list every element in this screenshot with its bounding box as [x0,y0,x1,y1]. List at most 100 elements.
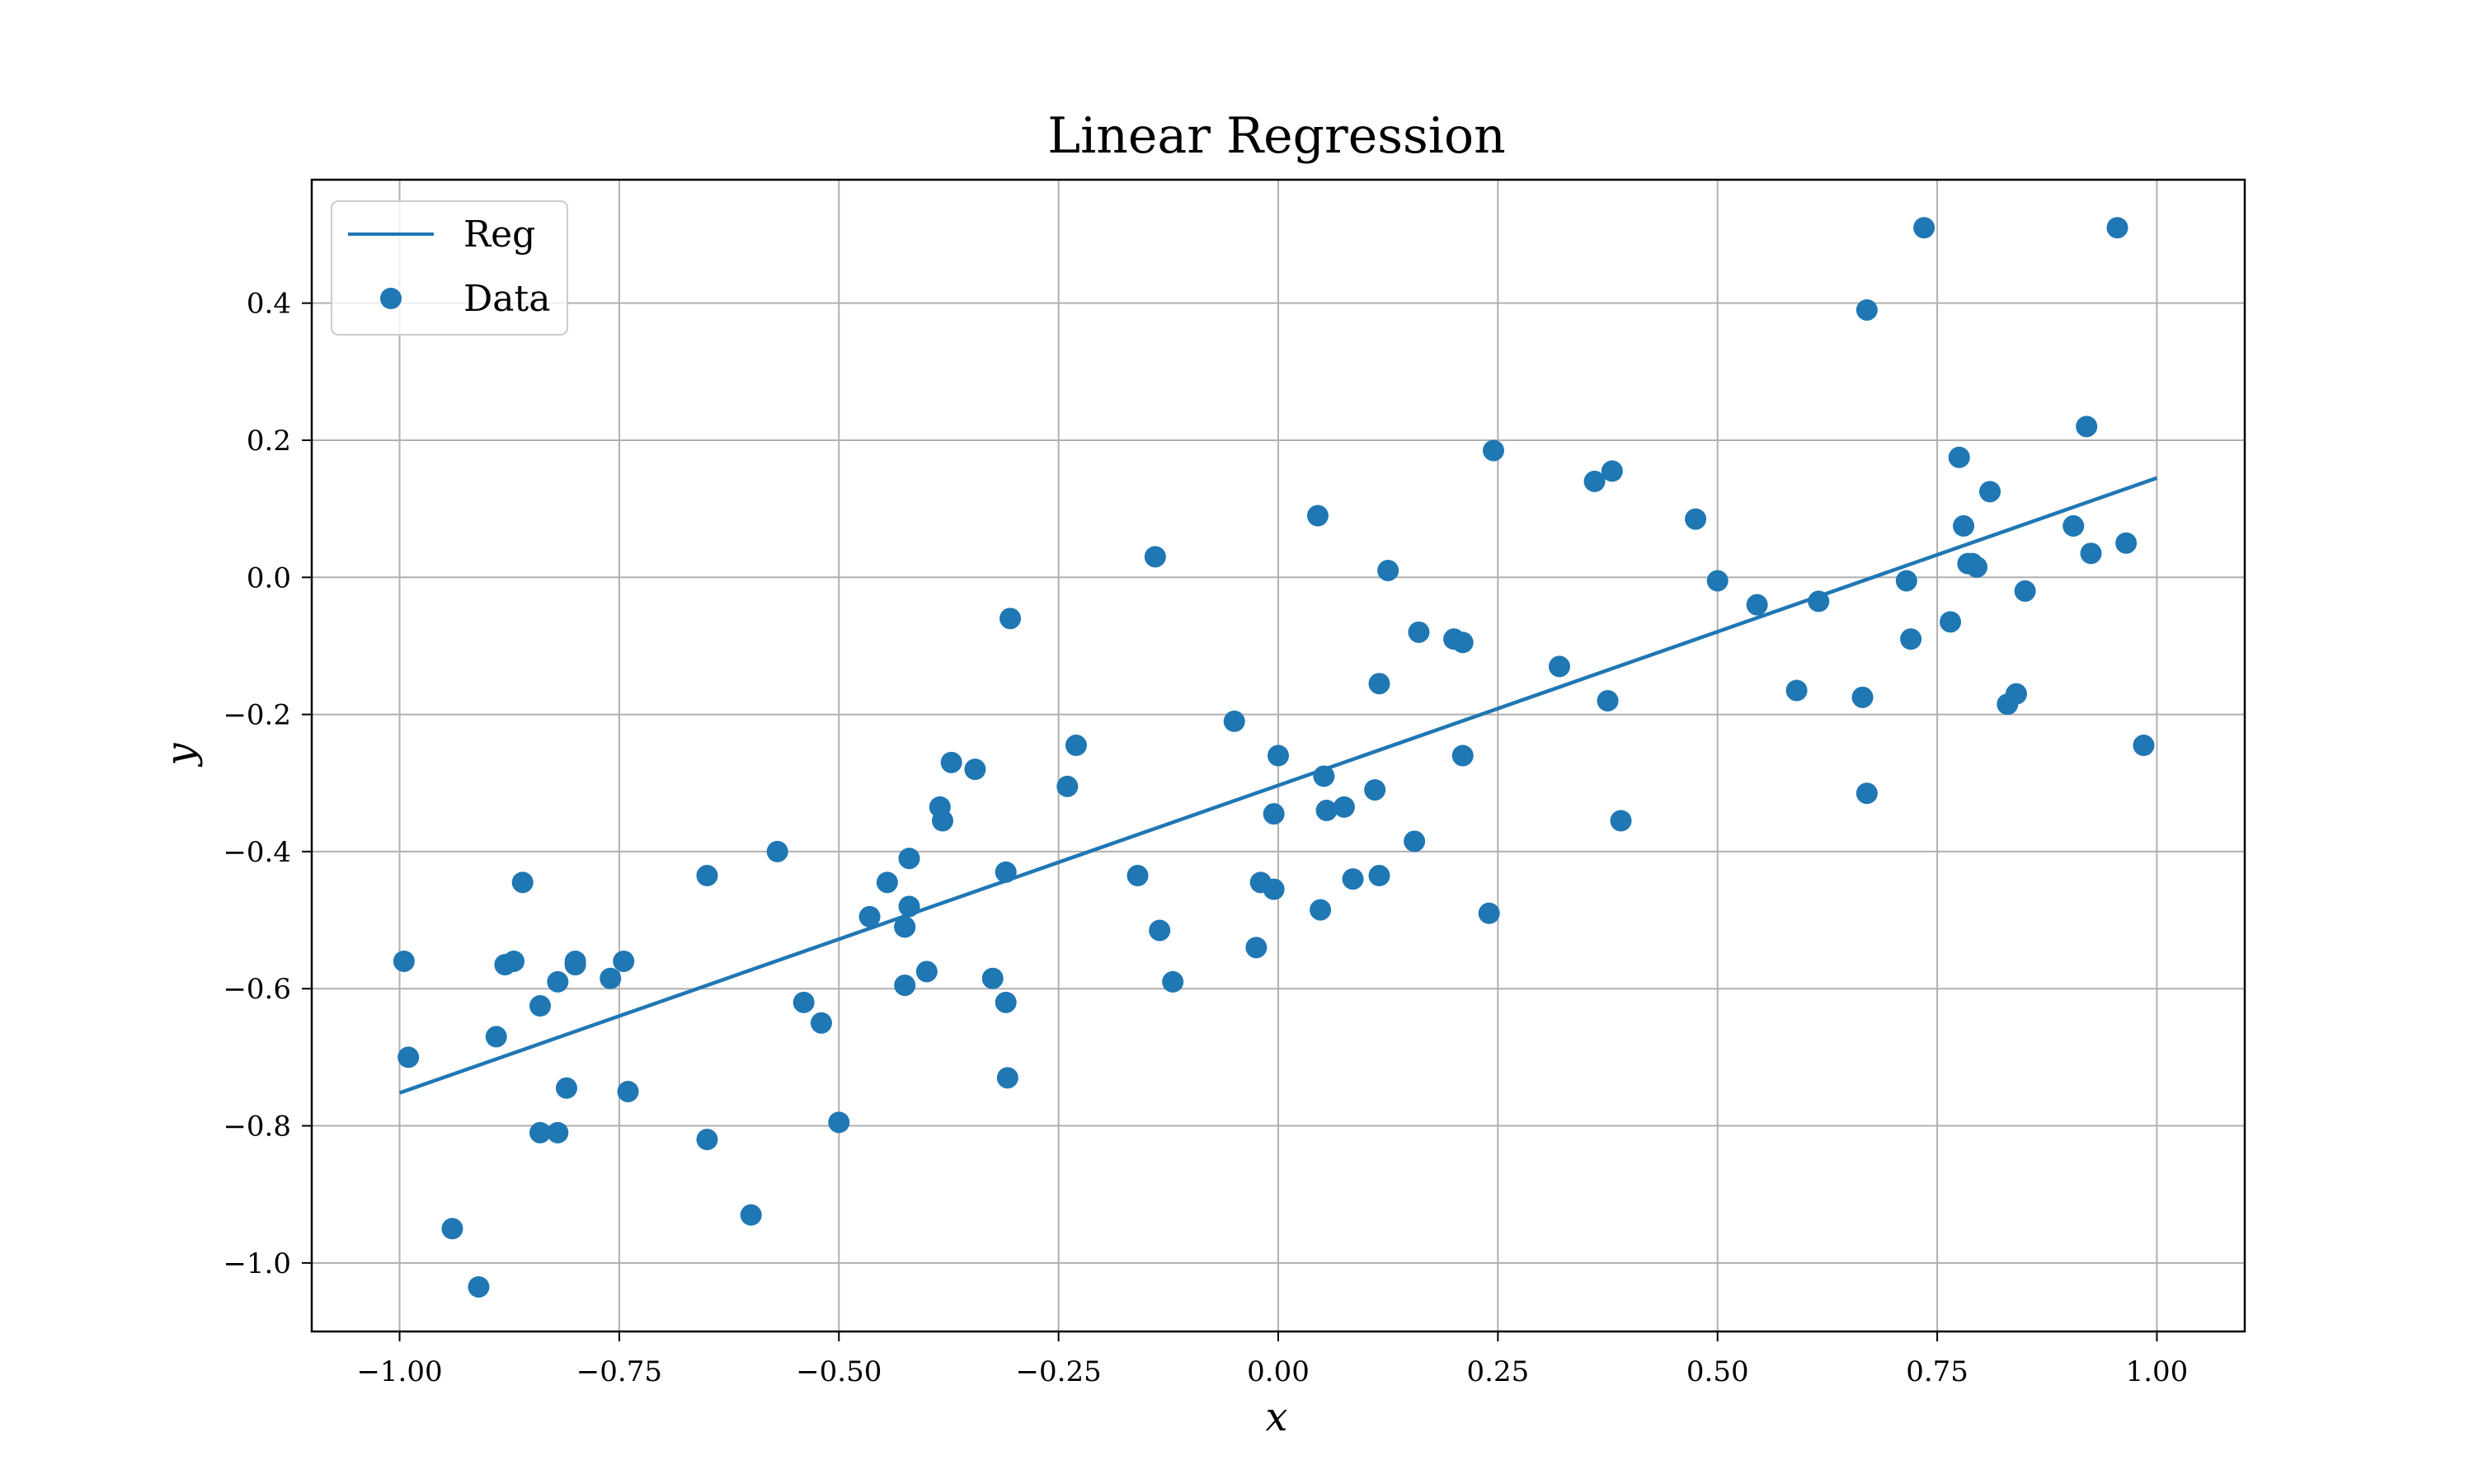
data-point [2133,735,2155,757]
data-point [793,991,815,1013]
x-tick-label: 0.50 [1686,1355,1749,1388]
data-point [564,950,586,972]
data-point [995,991,1017,1013]
data-point [1808,590,1830,613]
data-point [2014,580,2036,602]
data-point [1126,865,1149,887]
data-point [1548,655,1570,678]
data-point [613,950,635,972]
data-point [1856,782,1878,805]
data-point [1610,810,1632,832]
data-point [1263,803,1285,825]
data-point [1583,470,1606,492]
y-tick-label: 0.4 [247,288,291,321]
data-point [1483,439,1505,462]
data-point [1263,878,1285,900]
regression-line [398,476,2158,1095]
data-point [485,1026,507,1048]
data-point [894,974,916,997]
data-point [1056,775,1079,797]
data-point [600,967,622,989]
y-tick-label: −0.6 [223,973,291,1006]
legend: Reg Data [331,200,568,336]
data-point [2115,532,2138,554]
data-point [1306,505,1329,527]
data-point [397,1046,420,1068]
chart-title: Linear Regression [1047,107,1506,165]
data-point [1913,217,1935,239]
legend-marker-swatch [380,288,402,309]
data-point [1313,765,1335,787]
data-point [766,840,788,862]
x-tick-label: 0.25 [1467,1355,1530,1388]
data-point [1940,611,1962,633]
data-point [1953,514,1975,537]
data-point [876,871,898,894]
data-point [696,865,718,887]
legend-label-reg: Reg [463,214,535,256]
data-point [940,751,962,773]
data-point [2080,542,2102,565]
x-axis-ticks: −1.00 −0.75 −0.50 −0.25 0.00 0.25 0.50 0.75 1.00 [356,1331,2188,1388]
data-point [1065,735,1087,757]
data-point [1333,796,1355,818]
data-point [1785,679,1808,702]
y-axis-ticks: −1.0 −0.8 −0.6 −0.4 −0.2 0.0 0.2 0.4 [223,288,312,1280]
data-point [1478,902,1500,924]
data-point [1746,594,1768,616]
data-point [858,905,881,928]
data-point [1268,744,1289,767]
x-tick-label: 0.00 [1247,1355,1310,1388]
data-point [931,810,953,832]
data-point [894,916,916,938]
data-point [1144,546,1166,568]
data-point [529,995,552,1017]
x-tick-label: −1.00 [356,1355,442,1388]
data-point [1706,570,1729,592]
data-point [555,1077,577,1099]
data-point [1966,556,1988,578]
data-point [1948,446,1970,468]
data-point [2106,217,2128,239]
data-point [1364,779,1386,801]
data-point [1162,970,1184,993]
data-point [2062,514,2085,537]
x-tick-label: −0.25 [1016,1355,1102,1388]
y-tick-label: 0.2 [247,425,291,458]
y-axis-label: y [158,743,204,768]
data-point [617,1080,639,1102]
data-point [696,1129,718,1151]
data-point [393,950,415,972]
x-tick-label: −0.50 [796,1355,882,1388]
data-point [1900,628,1922,650]
data-point [828,1111,850,1134]
data-point [2076,416,2098,438]
data-point [1404,830,1426,852]
x-tick-label: 1.00 [2126,1355,2189,1388]
data-point [1342,868,1364,890]
data-point [1223,710,1245,732]
data-point [1451,744,1474,767]
data-point [1685,508,1707,530]
grid [312,180,2245,1331]
data-point [547,970,569,993]
data-point [1315,800,1338,822]
data-point [503,950,525,972]
data-point [1856,298,1878,321]
data-point [529,1121,552,1144]
data-point [999,608,1022,630]
data-point [964,758,986,781]
y-tick-label: −1.0 [223,1247,291,1280]
data-point [1979,481,2001,503]
data-point [1377,559,1399,581]
plot-series [393,217,2158,1298]
data-point [1149,919,1171,942]
legend-label-data: Data [463,278,550,320]
data-point [1368,673,1390,695]
data-point [1597,689,1619,711]
data-point [1368,865,1390,887]
data-point [511,871,534,894]
data-point [1310,899,1332,921]
x-tick-label: 0.75 [1906,1355,1968,1388]
data-point [547,1121,569,1144]
